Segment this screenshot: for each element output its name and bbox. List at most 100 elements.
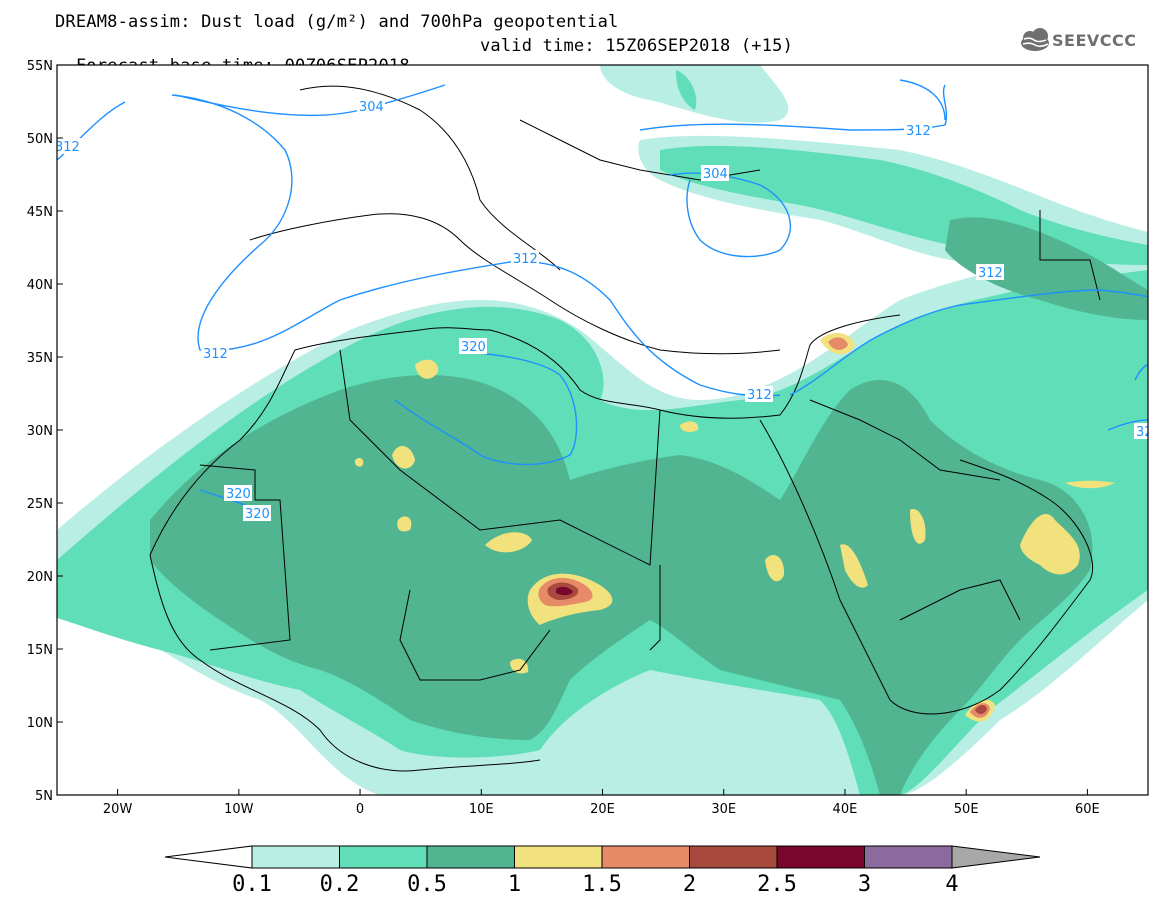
lat-tick-label: 35N: [27, 351, 53, 366]
dust-level-0.5: [945, 217, 1148, 320]
colorbar-label: 3: [857, 872, 872, 897]
colorbar-swatch: [689, 845, 778, 869]
contour-label: 304: [357, 98, 385, 115]
country-border: [199, 464, 291, 651]
country-border: [339, 349, 661, 566]
country-border: [809, 399, 1001, 481]
coastline: [149, 554, 541, 772]
coastline: [759, 419, 1094, 715]
coastline: [299, 85, 561, 271]
dust-level-0.2: [675, 70, 697, 110]
contour-line: [174, 84, 446, 117]
lon-tick-label: 20W: [103, 802, 133, 817]
dust-level-1: [910, 509, 926, 544]
dust-level-1: [485, 532, 532, 553]
colorbar-label: 2.5: [757, 872, 797, 897]
chart-title: DREAM8-assim: Dust load (g/m²) and 700hP…: [55, 12, 619, 32]
colorbar-swatch: [426, 845, 515, 869]
colorbar-label: 0.5: [407, 872, 447, 897]
lon-tick-label: 60E: [1075, 802, 1100, 817]
dust-level-1: [510, 658, 529, 674]
lon-tick-label: 40E: [833, 802, 858, 817]
valid-time-label: valid time: 15Z06SEP2018 (+15): [480, 36, 794, 56]
dust-level-1: [1065, 480, 1115, 489]
contour-label: 320: [459, 338, 487, 355]
dust-level-1.5: [828, 337, 848, 350]
lat-tick-label: 5N: [35, 789, 53, 804]
contour-line: [171, 94, 781, 397]
logo-text: SEEVCCC: [1052, 31, 1137, 50]
colorbar-label: 1: [507, 872, 522, 897]
colorbar-swatch: [339, 845, 428, 869]
contour-line: [899, 79, 946, 121]
country-border: [399, 589, 551, 681]
contour-label-text: 304: [359, 100, 384, 115]
lon-tick-label: 50E: [954, 802, 979, 817]
dust-level-2: [975, 705, 987, 715]
contour-label: 312: [511, 250, 539, 267]
country-border: [899, 579, 1021, 621]
colorbar-label: 4: [945, 872, 959, 897]
contour-label: 312: [201, 345, 229, 362]
colorbar-label: 0.1: [232, 872, 272, 897]
contour-label-text: 312: [513, 252, 538, 267]
contour-label: 320: [243, 505, 271, 522]
contour-label: 304: [701, 165, 729, 182]
cloud-logo-icon: [1021, 28, 1049, 51]
lat-tick-label: 15N: [27, 643, 53, 658]
contour-label: 320: [224, 485, 252, 502]
colorbar-label: 0.2: [319, 872, 360, 897]
contour-line: [789, 289, 1148, 396]
lon-tick-label: 0: [356, 802, 364, 817]
contour-label-text: 312: [747, 388, 772, 403]
colorbar-swatch: [776, 845, 865, 869]
contour-label-text: 312: [906, 124, 931, 139]
lat-tick-label: 40N: [27, 278, 53, 293]
dust-level-1: [840, 544, 868, 588]
dust-level-1: [392, 445, 415, 469]
contour-label-text: 32: [1136, 425, 1153, 440]
contour-line: [639, 84, 948, 131]
dust-level-1: [765, 555, 785, 582]
colorbar-high-triangle: [951, 845, 1041, 869]
lat-tick-label: 50N: [27, 132, 53, 147]
lat-tick-label: 30N: [27, 424, 53, 439]
country-border: [649, 565, 661, 651]
contour-label-text: 312: [203, 347, 228, 362]
contour-label-text: 320: [245, 507, 270, 522]
dust-level-2.5: [556, 586, 573, 596]
country-border: [1039, 210, 1101, 301]
contour-label: 32: [1134, 423, 1153, 440]
lon-tick-label: 30E: [711, 802, 736, 817]
dust-level-1: [680, 421, 699, 433]
contour-label-text: 312: [978, 266, 1003, 281]
dust-level-1: [415, 359, 439, 379]
colorbar-swatch: [251, 845, 340, 869]
dust-level-0.5: [150, 375, 1093, 795]
contour-label-text: 312: [55, 140, 80, 155]
dust-level-1: [354, 457, 364, 467]
dust-level-1: [397, 516, 412, 532]
colorbar-swatch: [601, 845, 690, 869]
colorbar-label: 1.5: [582, 872, 622, 897]
lat-tick-label: 45N: [27, 205, 53, 220]
contour-line: [1134, 364, 1148, 381]
contour-label-text: 320: [226, 487, 251, 502]
dust-level-1: [1020, 514, 1080, 575]
coastline: [149, 314, 901, 556]
colorbar-label: 2: [682, 872, 697, 897]
colorbar: [164, 845, 1041, 869]
contour-label-text: 320: [461, 340, 486, 355]
lon-tick-label: 10W: [224, 802, 254, 817]
lat-tick-label: 20N: [27, 570, 53, 585]
colorbar-swatch: [864, 845, 953, 869]
contour-label: 312: [55, 138, 81, 155]
colorbar-low-triangle: [164, 845, 253, 869]
lon-tick-label: 10E: [469, 802, 494, 817]
contour-label-text: 304: [703, 167, 728, 182]
lat-tick-label: 55N: [27, 59, 53, 74]
lat-tick-label: 10N: [27, 716, 53, 731]
lon-tick-label: 20E: [590, 802, 615, 817]
colorbar-swatch: [514, 845, 603, 869]
